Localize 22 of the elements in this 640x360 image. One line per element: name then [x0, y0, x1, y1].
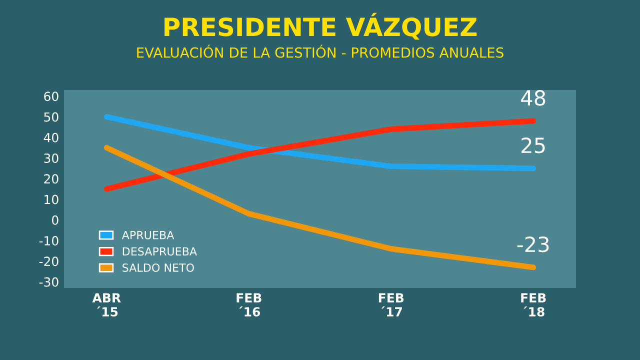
y-tick-label: 40 [44, 132, 58, 142]
data-label: 48 [521, 90, 546, 106]
y-tick-label: 30 [44, 154, 58, 163]
y-tick-label: -20 [39, 256, 58, 266]
x-tick-label: FEB ´18 [521, 293, 546, 317]
legend-label: SALDO NETO [122, 263, 194, 272]
legend-label: DESAPRUEBA [122, 247, 197, 256]
chart-title: PRESIDENTE VÁZQUEZ [164, 12, 477, 40]
data-label: -23 [517, 236, 549, 252]
y-tick-label: 0 [52, 215, 58, 225]
y-tick-label: -30 [39, 277, 58, 287]
y-tick-label: 60 [44, 92, 58, 102]
y-tick-label: 50 [44, 112, 58, 122]
x-tick-label: ABR ´15 [92, 293, 121, 317]
data-label: 25 [522, 137, 545, 154]
x-tick-label: FEB ´16 [236, 293, 262, 317]
chart-subtitle: EVALUACIÓN DE LA GESTIÓN - PROMEDIOS ANUALES [137, 44, 504, 58]
y-tick-label: 10 [44, 194, 58, 204]
legend-label: APRUEBA [122, 231, 174, 240]
y-tick-label: -10 [39, 236, 58, 246]
y-tick-label: 20 [44, 174, 58, 184]
x-tick-label: FEB ´17 [378, 293, 404, 316]
